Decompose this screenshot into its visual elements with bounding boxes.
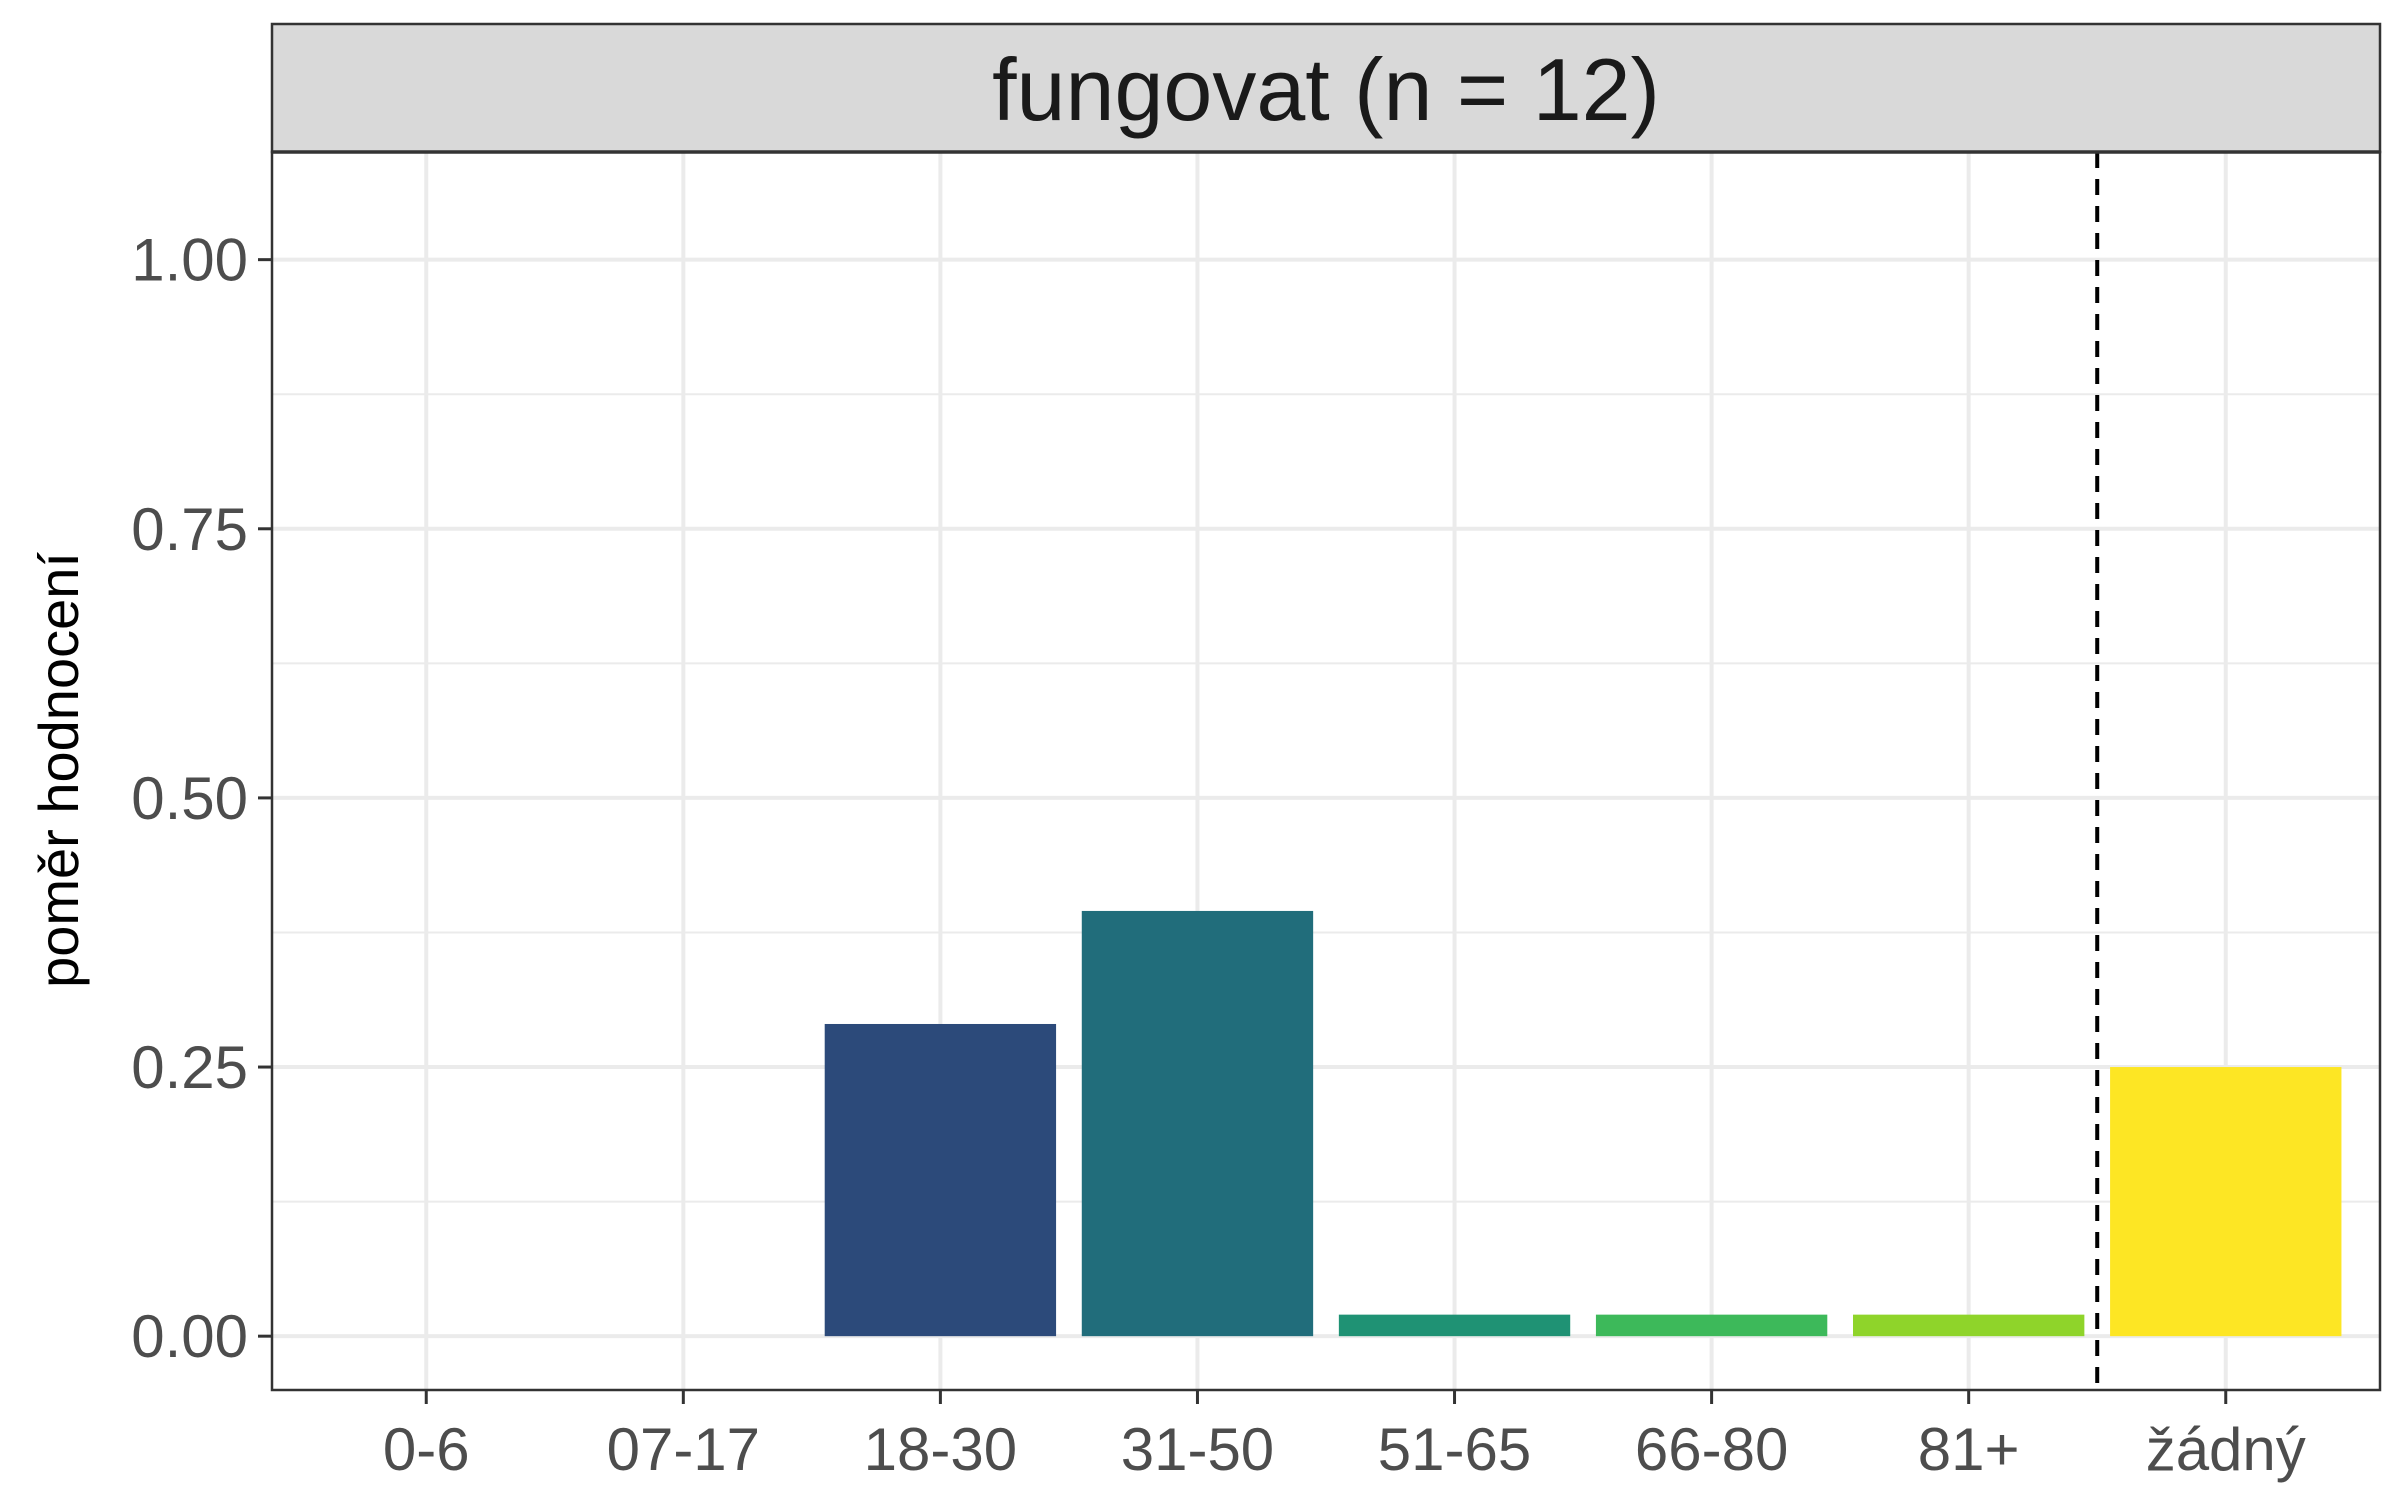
grid-minor <box>272 393 2380 1203</box>
x-tick-label: žádný <box>2146 1416 2306 1483</box>
y-axis: 0.00 0.25 0.50 0.75 1.00 <box>131 227 272 1370</box>
y-tick-label: 0.25 <box>131 1034 248 1101</box>
strip-background <box>270 22 2382 154</box>
plot-panel-background <box>272 152 2380 1390</box>
chart-title: fungovat (n = 12) <box>992 40 1660 139</box>
x-tick-label: 07-17 <box>607 1416 760 1483</box>
x-axis: 0-6 07-17 18-30 31-50 51-65 66-80 81+ žádný <box>383 1390 2306 1483</box>
y-tick-label: 0.50 <box>131 765 248 832</box>
x-tick-label: 18-30 <box>864 1416 1017 1483</box>
bar-81+ <box>1853 1314 2085 1337</box>
y-axis-label: poměr hodnocení <box>27 552 90 988</box>
x-tick-label: 66-80 <box>1635 1416 1788 1483</box>
y-tick-label: 1.00 <box>131 227 248 294</box>
bars <box>824 910 2342 1337</box>
x-tick-label: 0-6 <box>383 1416 470 1483</box>
x-tick-label: 31-50 <box>1121 1416 1274 1483</box>
y-tick-label: 0.00 <box>131 1303 248 1370</box>
bar-66-80 <box>1595 1314 1828 1337</box>
bar-18-30 <box>824 1023 1057 1337</box>
x-tick-label: 81+ <box>1918 1416 2020 1483</box>
bar-51-65 <box>1338 1314 1571 1337</box>
y-tick-label: 0.75 <box>131 496 248 563</box>
x-tick-label: 51-65 <box>1378 1416 1531 1483</box>
bar-žádný <box>2110 1067 2342 1337</box>
bar-31-50 <box>1081 910 1314 1337</box>
